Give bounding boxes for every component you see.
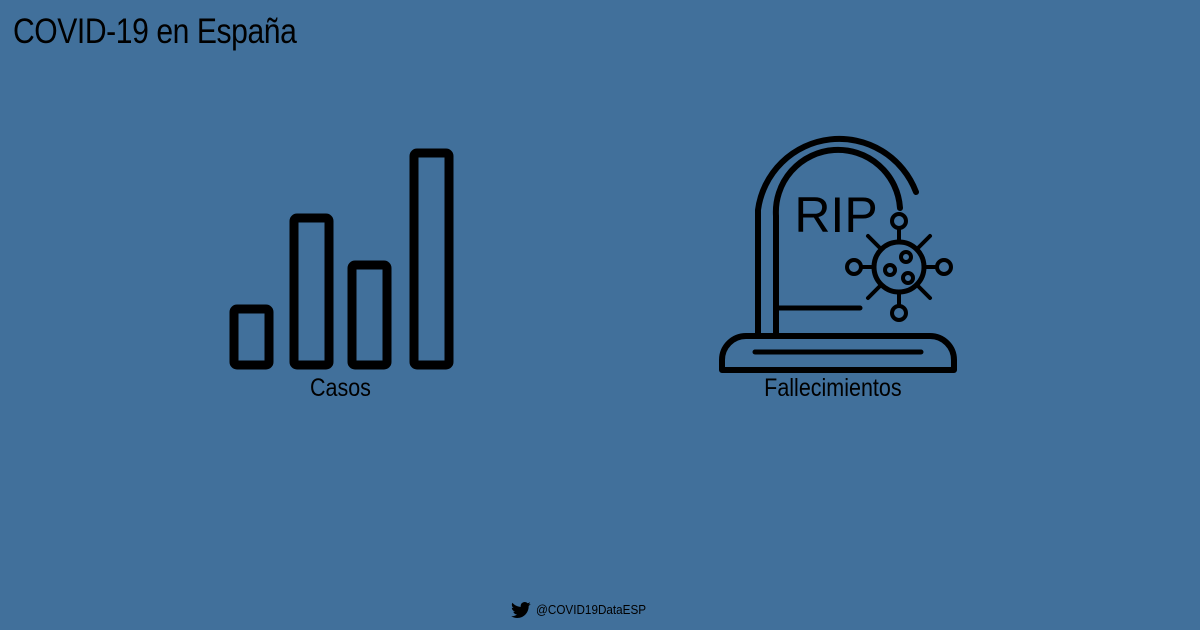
deaths-link[interactable]: RIP Fallecimientos xyxy=(700,115,966,410)
tombstone-inscription: RIP xyxy=(794,187,877,243)
bar-chart-icon xyxy=(229,148,454,370)
twitter-link[interactable]: @COVID19DataESP xyxy=(510,599,658,621)
cases-label: Casos xyxy=(309,374,371,402)
tombstone-virus-icon: RIP xyxy=(719,135,957,373)
deaths-label: Fallecimientos xyxy=(764,374,902,402)
page-title: COVID-19 en España xyxy=(13,12,297,51)
cases-link[interactable]: Casos xyxy=(220,140,460,410)
twitter-icon xyxy=(511,602,531,618)
twitter-handle: @COVID19DataESP xyxy=(536,602,647,617)
